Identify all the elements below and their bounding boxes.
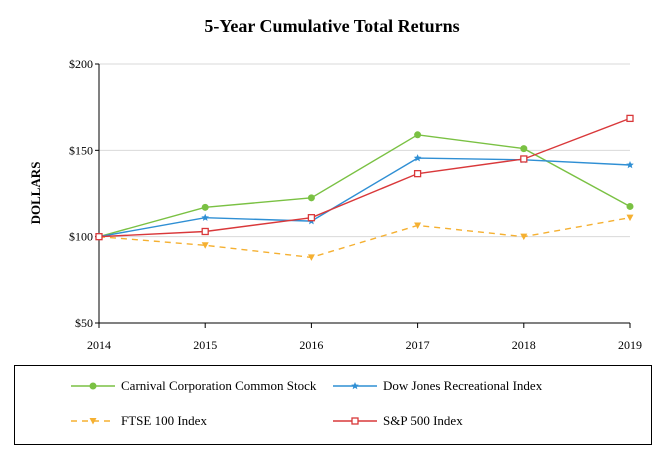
x-tick-label: 2017 [406,338,430,352]
series-2 [95,214,634,261]
legend-item-dow-jones: Dow Jones Recreational Index [333,376,542,396]
series-line [98,117,631,238]
series-lines [95,114,634,261]
x-tick-label: 2016 [299,338,323,352]
series-line [98,157,631,238]
series-3 [95,114,634,241]
legend-marker [351,417,359,425]
legend-item-sp500: S&P 500 Index [333,411,463,431]
legend: Carnival Corporation Common Stock Dow Jo… [14,365,652,445]
chart-title: 5-Year Cumulative Total Returns [204,16,459,36]
data-point [307,214,316,222]
y-axis-label: DOLLARS [28,162,43,225]
data-point [307,194,315,202]
line-chart: 5-Year Cumulative Total Returns DOLLARS … [28,16,642,352]
data-point [201,213,209,221]
legend-swatch-ftse [71,418,115,425]
data-point [413,169,422,178]
data-point [626,202,634,210]
legend-marker [351,382,359,390]
y-tick-label: $50 [75,316,93,330]
data-point [520,145,528,153]
data-point [520,155,528,163]
legend-label-carnival: Carnival Corporation Common Stock [121,378,317,393]
data-point [201,242,209,249]
legend-swatch-dow-jones [333,382,377,390]
x-tick-label: 2019 [618,338,642,352]
series-line [98,216,631,259]
x-tick-label: 2018 [512,338,536,352]
y-tick-label: $100 [69,230,93,244]
y-tick-label: $200 [69,57,93,71]
data-point [626,161,634,169]
y-tick-label: $150 [69,143,93,157]
data-point [413,154,422,162]
data-point [95,233,103,241]
data-point [626,114,634,123]
legend-item-carnival: Carnival Corporation Common Stock [71,376,316,396]
data-point [307,254,315,261]
x-tick-label: 2015 [193,338,217,352]
data-point [414,222,422,229]
data-point [520,233,528,241]
legend-marker [89,382,97,390]
legend-label-dow-jones: Dow Jones Recreational Index [383,378,543,393]
legend-label-ftse: FTSE 100 Index [121,413,207,428]
series-line [98,134,631,238]
legend-label-sp500: S&P 500 Index [383,413,463,428]
series-1 [95,154,634,240]
legend-item-ftse: FTSE 100 Index [71,411,207,431]
legend-swatch-carnival [71,382,115,390]
data-point [201,203,209,211]
axes: $50 $100 $150 $200 2014 2015 2016 2017 2018 2019 [69,57,642,352]
data-point [626,214,634,222]
x-tick-label: 2014 [87,338,111,352]
gridlines [99,63,630,238]
data-point [201,227,209,236]
legend-marker [89,418,97,425]
data-point [414,131,422,139]
legend-swatch-sp500 [333,417,377,425]
